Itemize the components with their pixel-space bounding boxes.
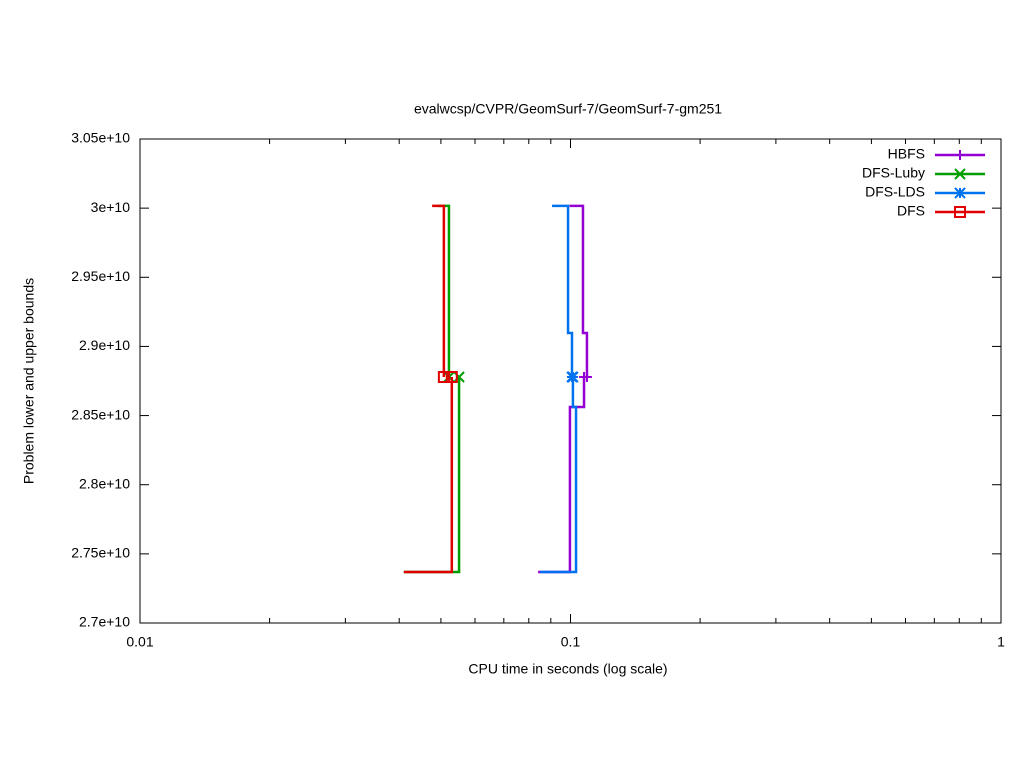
marker: [579, 371, 590, 382]
y-tick-label: 2.95e+10: [71, 268, 130, 284]
y-tick-label: 2.9e+10: [79, 337, 130, 353]
y-axis-label: Problem lower and upper bounds: [21, 278, 37, 484]
step-line: [540, 376, 578, 574]
step-line: [552, 204, 574, 377]
marker: [954, 168, 966, 180]
marker: [453, 371, 465, 383]
x-tick-label: 0.01: [126, 634, 153, 650]
y-tick-label: 3.05e+10: [71, 130, 130, 146]
marker: [567, 371, 579, 383]
marker: [954, 187, 966, 199]
y-tick-label: 2.75e+10: [71, 545, 130, 561]
y-tick-label: 2.7e+10: [79, 614, 130, 630]
marker: [955, 150, 965, 160]
x-tick-label: 0.1: [561, 634, 581, 650]
legend-label: DFS-LDS: [865, 184, 925, 200]
y-tick-label: 2.85e+10: [71, 406, 130, 422]
legend-label: DFS-Luby: [862, 165, 925, 181]
y-tick-label: 3e+10: [91, 199, 131, 215]
x-axis-label: CPU time in seconds (log scale): [468, 661, 667, 677]
step-line: [432, 204, 446, 377]
x-tick-label: 1: [997, 634, 1005, 650]
plot-border: [139, 138, 1002, 624]
marker: [954, 206, 966, 218]
step-line: [569, 204, 589, 377]
step-line: [403, 376, 454, 574]
marker: [445, 370, 458, 383]
chart-title: evalwcsp/CVPR/GeomSurf-7/GeomSurf-7-gm25…: [414, 101, 722, 117]
legend-label: DFS: [897, 203, 925, 219]
y-tick-label: 2.8e+10: [79, 475, 130, 491]
legend-label: HBFS: [888, 146, 925, 162]
